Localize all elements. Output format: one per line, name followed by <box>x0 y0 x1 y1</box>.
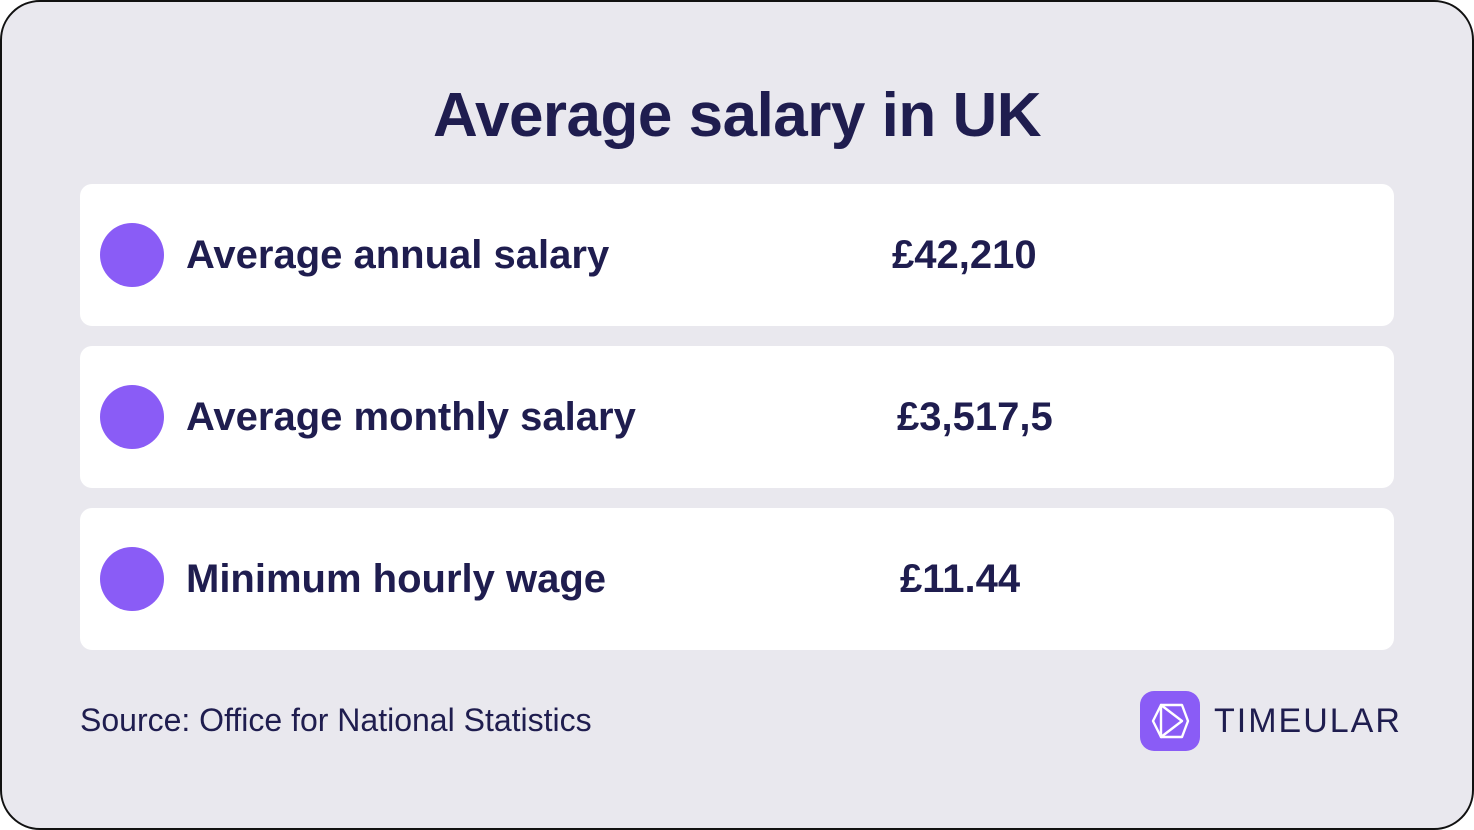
bullet-dot-icon <box>100 547 164 611</box>
source-note: Source: Office for National Statistics <box>80 702 592 738</box>
row-value: £3,517,5 <box>897 395 1053 439</box>
page-title: Average salary in UK <box>432 81 1042 150</box>
row-value: £11.44 <box>900 557 1021 601</box>
salary-row-annual: Average annual salary £42,210 <box>80 184 1394 326</box>
row-label: Minimum hourly wage <box>186 557 607 601</box>
salary-row-monthly: Average monthly salary £3,517,5 <box>80 346 1394 488</box>
brand-name: TIMEULAR <box>1214 701 1402 740</box>
salary-row-hourly: Minimum hourly wage £11.44 <box>80 508 1394 650</box>
timeular-logo-icon <box>1140 691 1200 751</box>
bullet-dot-icon <box>100 223 164 287</box>
bullet-dot-icon <box>100 385 164 449</box>
row-label: Average annual salary <box>186 233 610 277</box>
row-value: £42,210 <box>892 233 1037 277</box>
brand-logo: TIMEULAR <box>1140 690 1402 752</box>
row-label: Average monthly salary <box>186 395 636 439</box>
